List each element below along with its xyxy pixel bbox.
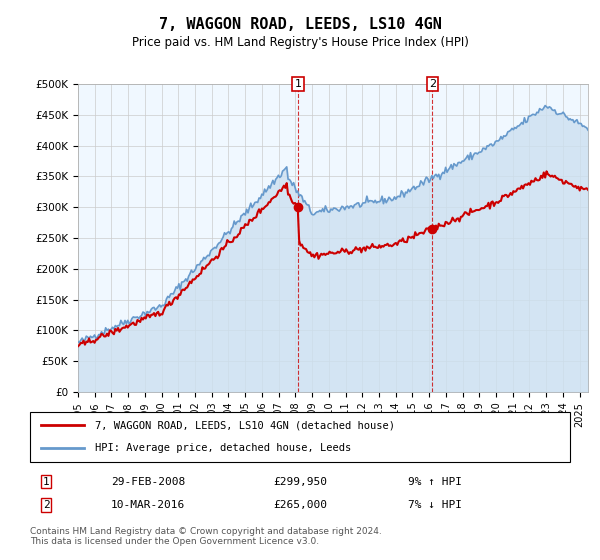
Text: £299,950: £299,950: [273, 477, 327, 487]
Text: Price paid vs. HM Land Registry's House Price Index (HPI): Price paid vs. HM Land Registry's House …: [131, 36, 469, 49]
Text: 1: 1: [43, 477, 50, 487]
Text: HPI: Average price, detached house, Leeds: HPI: Average price, detached house, Leed…: [95, 444, 351, 454]
Text: 29-FEB-2008: 29-FEB-2008: [111, 477, 185, 487]
FancyBboxPatch shape: [30, 412, 570, 462]
Text: 2: 2: [43, 500, 50, 510]
Text: 1: 1: [295, 79, 302, 89]
Text: £265,000: £265,000: [273, 500, 327, 510]
Text: 7% ↓ HPI: 7% ↓ HPI: [408, 500, 462, 510]
Text: 7, WAGGON ROAD, LEEDS, LS10 4GN (detached house): 7, WAGGON ROAD, LEEDS, LS10 4GN (detache…: [95, 420, 395, 430]
Text: 2: 2: [429, 79, 436, 89]
Text: 9% ↑ HPI: 9% ↑ HPI: [408, 477, 462, 487]
Text: 7, WAGGON ROAD, LEEDS, LS10 4GN: 7, WAGGON ROAD, LEEDS, LS10 4GN: [158, 17, 442, 32]
Text: 10-MAR-2016: 10-MAR-2016: [111, 500, 185, 510]
Text: Contains HM Land Registry data © Crown copyright and database right 2024.
This d: Contains HM Land Registry data © Crown c…: [30, 526, 382, 546]
